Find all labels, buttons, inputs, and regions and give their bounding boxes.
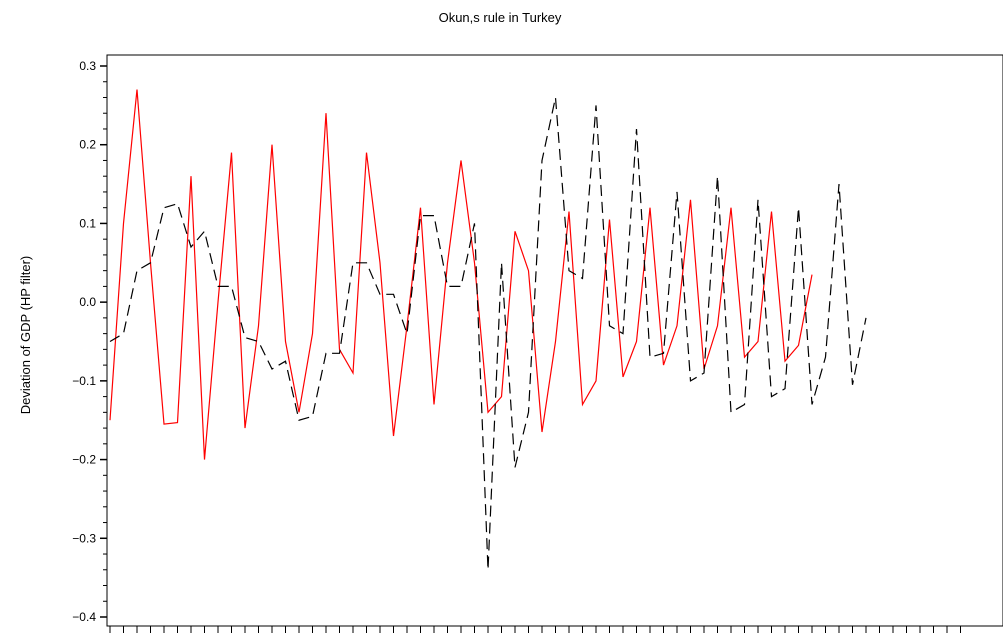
y-tick-label: −0.3 [72, 531, 96, 545]
plot-frame [106, 54, 1003, 627]
y-tick-label: −0.1 [72, 374, 96, 388]
x-axis [109, 626, 961, 633]
y-tick-label: −0.2 [72, 453, 96, 467]
chart-title: Okun,s rule in Turkey [439, 10, 562, 25]
series-line-solid [109, 89, 813, 460]
y-tick-label: 0.1 [79, 216, 96, 230]
y-axis: 0.3 0.2 0.1 0.0 −0.1 −0.2 −0.3 −0.4 [72, 59, 107, 624]
y-tick-label: 0.0 [79, 295, 96, 309]
y-tick-label: 0.2 [79, 138, 96, 152]
series-layer [109, 89, 867, 570]
y-tick-label: 0.3 [79, 59, 96, 73]
y-tick-label: −0.4 [72, 610, 96, 624]
series-line-dashed [109, 97, 867, 570]
y-axis-label: Deviation of GDP (HP filter) [18, 256, 33, 414]
